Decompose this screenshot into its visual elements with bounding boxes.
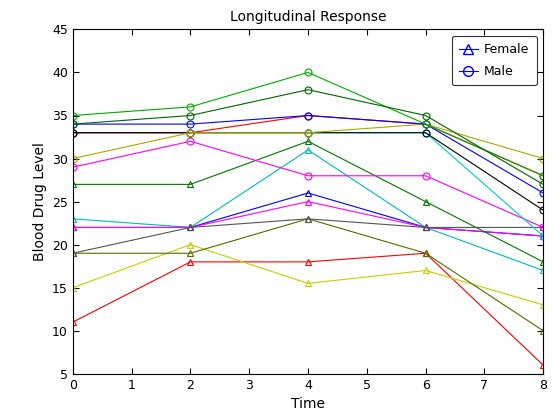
- Title: Longitudinal Response: Longitudinal Response: [230, 10, 386, 24]
- X-axis label: Time: Time: [291, 397, 325, 411]
- Legend: Female, Male: Female, Male: [451, 36, 537, 85]
- Y-axis label: Blood Drug Level: Blood Drug Level: [32, 142, 46, 261]
